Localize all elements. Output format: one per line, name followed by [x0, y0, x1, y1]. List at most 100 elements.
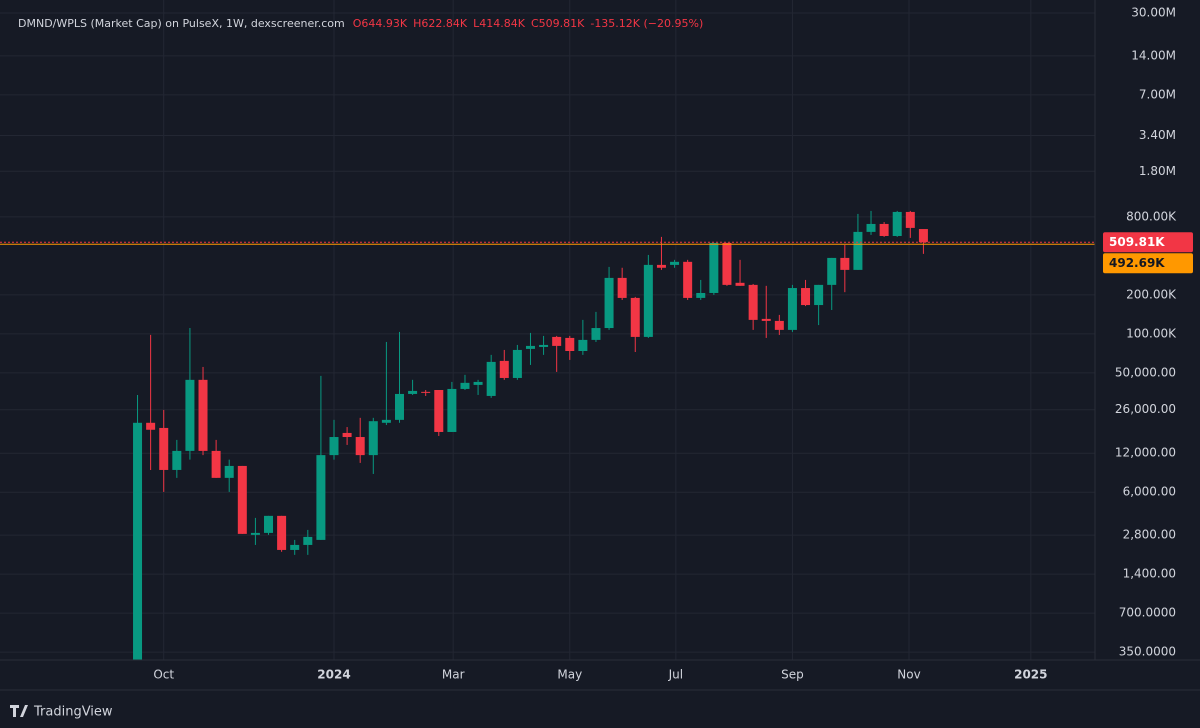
- y-tick-label: 6,000.00: [1123, 485, 1176, 499]
- candle-body: [303, 536, 313, 545]
- candle-body: [853, 231, 863, 270]
- candle-body: [133, 422, 143, 660]
- x-tick-label: Nov: [897, 668, 920, 682]
- x-tick-label: Oct: [153, 668, 174, 682]
- chart-title: DMND/WPLS (Market Cap) on PulseX, 1W, de…: [18, 17, 345, 30]
- candle-body: [486, 361, 496, 396]
- candle-body: [761, 318, 771, 321]
- y-tick-label: 12,000.00: [1115, 446, 1176, 460]
- brand: TradingView: [33, 705, 113, 720]
- candle-body: [473, 381, 483, 385]
- candle-body: [198, 379, 208, 451]
- y-tick-label: 1.80M: [1139, 164, 1176, 178]
- candle-body: [447, 388, 457, 432]
- candle-body: [565, 337, 575, 352]
- brand-logo: [10, 705, 28, 717]
- candle-body: [827, 257, 837, 285]
- x-tick-label: Mar: [442, 668, 465, 682]
- candle-body: [840, 257, 850, 270]
- ohlc-high: H622.84K: [413, 17, 468, 30]
- ohlc-low: L414.84K: [473, 17, 526, 30]
- y-tick-label: 26,000.00: [1115, 402, 1176, 416]
- y-tick-label: 350.0000: [1119, 645, 1176, 659]
- candle-body: [342, 432, 352, 438]
- candle-body: [434, 390, 444, 432]
- candle-body: [172, 450, 182, 470]
- candle-body: [185, 379, 195, 451]
- y-tick-label: 3.40M: [1139, 128, 1176, 142]
- candle-body: [224, 465, 234, 478]
- x-tick-label: Sep: [781, 668, 804, 682]
- candle-body: [748, 284, 758, 320]
- ohlc-open: O644.93K: [353, 17, 408, 30]
- y-tick-label: 1,400.00: [1123, 567, 1176, 581]
- price-label: 509.81K: [1109, 235, 1165, 249]
- candle-body: [905, 211, 915, 228]
- price-box: [1103, 253, 1193, 274]
- candle-body: [408, 390, 418, 394]
- candle-body: [918, 229, 928, 243]
- candle-body: [879, 223, 889, 236]
- candle-body: [460, 382, 470, 389]
- candle-body: [211, 450, 221, 478]
- candle-body: [735, 282, 745, 286]
- y-tick-label: 14.00M: [1131, 48, 1176, 62]
- y-tick-label: 7.00M: [1139, 87, 1176, 101]
- candle-body: [670, 261, 680, 265]
- candle-body: [368, 421, 378, 456]
- candle-body: [499, 360, 509, 378]
- candle-body: [394, 393, 404, 420]
- y-tick-label: 50,000.00: [1115, 365, 1176, 379]
- ohlc-change: -135.12K (−20.95%): [590, 17, 703, 30]
- candle-body: [290, 544, 300, 550]
- y-tick-label: 200.00K: [1126, 287, 1177, 301]
- candle-body: [814, 284, 824, 306]
- candle-body: [801, 288, 811, 306]
- candle-body: [539, 344, 549, 347]
- candle-body: [643, 264, 653, 337]
- candle-body: [421, 391, 431, 393]
- y-tick-label: 700.0000: [1119, 606, 1176, 620]
- candle-body: [709, 242, 719, 293]
- x-tick-label: 2025: [1014, 668, 1047, 682]
- candle-body: [237, 465, 247, 534]
- candle-body: [722, 242, 732, 285]
- y-tick-label: 2,800.00: [1123, 528, 1176, 542]
- price-box: [1103, 232, 1193, 253]
- candle-body: [525, 345, 535, 349]
- candle-body: [630, 297, 640, 337]
- candle-body: [696, 292, 706, 298]
- candle-body: [512, 349, 522, 378]
- candle-body: [866, 223, 876, 232]
- x-tick-label: May: [557, 668, 582, 682]
- price-label: 492.69K: [1109, 256, 1165, 270]
- candle-body: [552, 336, 562, 346]
- candle-body: [892, 211, 902, 236]
- ohlc-close: C509.81K: [531, 17, 585, 30]
- x-tick-label: 2024: [317, 668, 350, 682]
- y-tick-label: 30.00M: [1131, 6, 1176, 20]
- candle-body: [316, 455, 326, 540]
- x-tick-label: Jul: [668, 668, 683, 682]
- candle-body: [683, 261, 693, 298]
- candle-body: [591, 328, 601, 340]
- candle-body: [787, 288, 797, 330]
- logo-shape: [10, 705, 28, 717]
- candle-body: [656, 264, 666, 268]
- candle-body: [578, 339, 588, 352]
- candle-body: [604, 277, 614, 329]
- candle-body: [355, 437, 365, 456]
- candle-body: [774, 320, 784, 330]
- candle-body: [146, 422, 156, 430]
- candle-body: [329, 437, 339, 456]
- candle-body: [381, 419, 391, 423]
- candle-body: [277, 515, 287, 550]
- y-tick-label: 100.00K: [1126, 326, 1177, 340]
- candle-body: [159, 427, 169, 470]
- candle-body: [617, 277, 627, 298]
- y-tick-label: 800.00K: [1126, 209, 1177, 223]
- candle-body: [250, 532, 260, 535]
- candle-body: [264, 515, 274, 533]
